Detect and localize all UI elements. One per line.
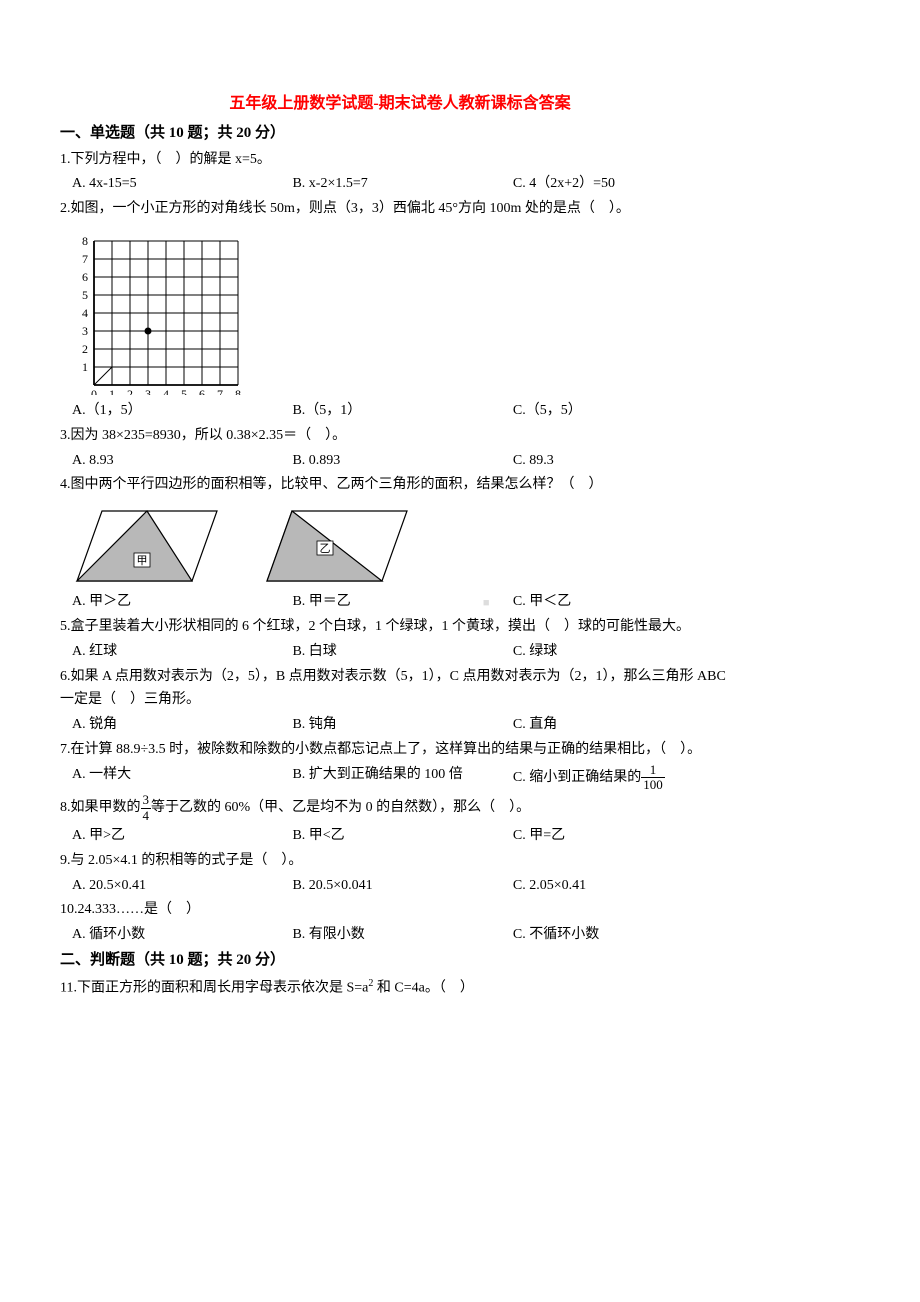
q2-text: 2.如图，一个小正方形的对角线长 50m，则点（3，3）西偏北 45°方向 10… [60,197,740,221]
q10-opt-c: C. 不循环小数 [513,923,733,947]
q2-options: A.（1，5） B.（5，1） C.（5，5） [72,399,740,423]
q8-frac-den: 4 [141,809,152,823]
svg-text:3: 3 [82,324,88,338]
q7-opt-a: A. 一样大 [72,763,292,793]
q6-opt-b: B. 钝角 [292,713,512,737]
q4-opt-c-wrap: ■ C. 甲＜乙 [513,590,733,614]
q8-text: 8.如果甲数的34等于乙数的 60%（甲、乙是均不为 0 的自然数），那么（ ）… [60,793,740,823]
svg-text:4: 4 [82,306,88,320]
svg-text:8: 8 [82,234,88,248]
q8-suffix: 等于乙数的 60%（甲、乙是均不为 0 的自然数），那么（ ）。 [151,800,530,815]
q4-text: 4.图中两个平行四边形的面积相等，比较甲、乙两个三角形的面积，结果怎么样？（ ） [60,473,740,497]
q9-opt-c: C. 2.05×0.41 [513,874,733,898]
q3-opt-c: C. 89.3 [513,449,733,473]
q5-options: A. 红球 B. 白球 C. 绿球 [72,640,740,664]
q9-options: A. 20.5×0.41 B. 20.5×0.041 C. 2.05×0.41 [72,874,740,898]
q5-opt-a: A. 红球 [72,640,292,664]
q7-opt-c-prefix: C. 缩小到正确结果的 [513,770,641,785]
svg-text:2: 2 [127,387,133,395]
svg-text:5: 5 [181,387,187,395]
page-title: 五年级上册数学试题-期末试卷人教新课标含答案 [60,90,740,117]
q1-opt-a: A. 4x-15=5 [72,172,292,196]
q8-opt-c: C. 甲=乙 [513,824,733,848]
q8-prefix: 8.如果甲数的 [60,800,141,815]
svg-text:3: 3 [145,387,151,395]
q9-text: 9.与 2.05×4.1 的积相等的式子是（ ）。 [60,849,740,873]
q11-text: 11.下面正方形的面积和周长用字母表示依次是 S=a2 和 C=4a。（ ） [60,975,740,1000]
q1-text: 1.下列方程中，（ ）的解是 x=5。 [60,148,740,172]
q7-frac-den: 100 [641,778,665,792]
q3-opt-a: A. 8.93 [72,449,292,473]
svg-text:8: 8 [235,387,241,395]
q10-options: A. 循环小数 B. 有限小数 C. 不循环小数 [72,923,740,947]
q10-opt-a: A. 循环小数 [72,923,292,947]
q4-opt-b: B. 甲＝乙 [292,590,512,614]
svg-text:1: 1 [109,387,115,395]
svg-text:4: 4 [163,387,169,395]
q2-opt-a: A.（1，5） [72,399,292,423]
q10-opt-b: B. 有限小数 [292,923,512,947]
q3-text: 3.因为 38×235=8930，所以 0.38×2.35＝（ ）。 [60,424,740,448]
section-1-header: 一、单选题（共 10 题；共 20 分） [60,121,740,147]
q7-options: A. 一样大 B. 扩大到正确结果的 100 倍 C. 缩小到正确结果的1100 [72,763,740,793]
q9-opt-a: A. 20.5×0.41 [72,874,292,898]
q2-opt-c: C.（5，5） [513,399,733,423]
q6-opt-c: C. 直角 [513,713,733,737]
svg-text:乙: 乙 [320,542,331,555]
q3-opt-b: B. 0.893 [292,449,512,473]
svg-text:7: 7 [82,252,88,266]
q8-options: A. 甲>乙 B. 甲<乙 C. 甲=乙 [72,824,740,848]
q7-text: 7.在计算 88.9÷3.5 时，被除数和除数的小数点都忘记点上了，这样算出的结… [60,738,740,762]
svg-text:7: 7 [217,387,223,395]
q9-opt-b: B. 20.5×0.041 [292,874,512,898]
q4-opt-a: A. 甲＞乙 [72,590,292,614]
q4-opt-c: C. 甲＜乙 [513,594,571,609]
q11-suffix: 和 C=4a。（ ） [373,980,473,995]
q2-figure: 0 1 2 3 4 5 6 7 8 1 2 3 4 5 6 7 8 [72,225,740,395]
q4-figures: 甲 乙 [72,503,740,588]
svg-text:2: 2 [82,342,88,356]
q8-opt-b: B. 甲<乙 [292,824,512,848]
svg-text:甲: 甲 [137,555,148,567]
q8-opt-a: A. 甲>乙 [72,824,292,848]
q7-frac: 1100 [641,763,665,793]
svg-text:6: 6 [199,387,205,395]
q1-options: A. 4x-15=5 B. x-2×1.5=7 C. 4（2x+2）=50 [72,172,740,196]
q7-opt-b: B. 扩大到正确结果的 100 倍 [292,763,512,793]
q7-frac-num: 1 [641,763,665,778]
q5-opt-c: C. 绿球 [513,640,733,664]
q10-text: 10.24.333……是（ ） [60,898,740,922]
q4-options: A. 甲＞乙 B. 甲＝乙 ■ C. 甲＜乙 [72,590,740,614]
svg-text:1: 1 [82,360,88,374]
q11-prefix: 11.下面正方形的面积和周长用字母表示依次是 S=a [60,980,368,995]
q1-opt-c: C. 4（2x+2）=50 [513,172,733,196]
svg-text:0: 0 [91,387,97,395]
q8-frac: 34 [141,793,152,823]
svg-text:5: 5 [82,288,88,302]
q6-opt-a: A. 锐角 [72,713,292,737]
q8-frac-num: 3 [141,793,152,808]
q6-options: A. 锐角 B. 钝角 C. 直角 [72,713,740,737]
svg-text:6: 6 [82,270,88,284]
q7-opt-c: C. 缩小到正确结果的1100 [513,763,733,793]
q5-text: 5.盒子里装着大小形状相同的 6 个红球，2 个白球，1 个绿球，1 个黄球，摸… [60,615,740,639]
q1-opt-b: B. x-2×1.5=7 [292,172,512,196]
q2-opt-b: B.（5，1） [292,399,512,423]
section-2-header: 二、判断题（共 10 题；共 20 分） [60,948,740,974]
q5-opt-b: B. 白球 [292,640,512,664]
q3-options: A. 8.93 B. 0.893 C. 89.3 [72,449,740,473]
q6-text: 6.如果 A 点用数对表示为（2，5），B 点用数对表示数（5，1），C 点用数… [60,665,740,713]
